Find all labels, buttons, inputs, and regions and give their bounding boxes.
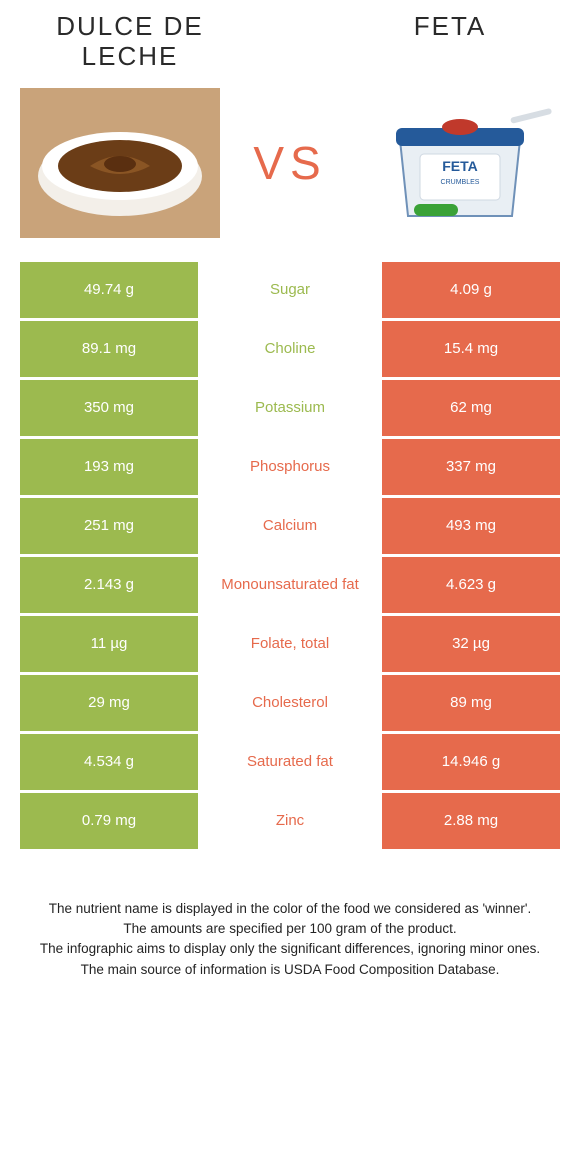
left-value-cell: 193 mg [20,439,198,495]
left-value-cell: 251 mg [20,498,198,554]
header-row: Dulce de Leche Feta [0,0,580,72]
footer-notes: The nutrient name is displayed in the co… [0,869,580,1020]
right-value-cell: 4.09 g [382,262,560,318]
footer-line-4: The main source of information is USDA F… [34,960,546,980]
nutrient-name-cell: Calcium [198,498,382,554]
table-row: 4.534 gSaturated fat14.946 g [20,734,560,790]
nutrient-name-cell: Potassium [198,380,382,436]
table-row: 350 mgPotassium62 mg [20,380,560,436]
table-row: 0.79 mgZinc2.88 mg [20,793,560,849]
left-value-cell: 350 mg [20,380,198,436]
comparison-table: 49.74 gSugar4.09 g89.1 mgCholine15.4 mg3… [20,262,560,849]
table-row: 49.74 gSugar4.09 g [20,262,560,318]
table-row: 89.1 mgCholine15.4 mg [20,321,560,377]
table-row: 11 µgFolate, total32 µg [20,616,560,672]
nutrient-name-cell: Monounsaturated fat [198,557,382,613]
nutrient-name-cell: Choline [198,321,382,377]
svg-text:CRUMBLES: CRUMBLES [441,179,480,186]
right-value-cell: 15.4 mg [382,321,560,377]
right-value-cell: 493 mg [382,498,560,554]
right-value-cell: 32 µg [382,616,560,672]
nutrient-name-cell: Folate, total [198,616,382,672]
left-value-cell: 0.79 mg [20,793,198,849]
left-value-cell: 89.1 mg [20,321,198,377]
nutrient-name-cell: Sugar [198,262,382,318]
footer-line-3: The infographic aims to display only the… [34,939,546,959]
footer-line-1: The nutrient name is displayed in the co… [34,899,546,919]
left-value-cell: 29 mg [20,675,198,731]
feta-container-icon: FETA CRUMBLES [360,88,560,238]
nutrient-name-cell: Saturated fat [198,734,382,790]
nutrient-name-cell: Cholesterol [198,675,382,731]
table-row: 193 mgPhosphorus337 mg [20,439,560,495]
left-value-cell: 2.143 g [20,557,198,613]
footer-line-2: The amounts are specified per 100 gram o… [34,919,546,939]
right-value-cell: 4.623 g [382,557,560,613]
vs-label: VS [253,136,326,190]
svg-text:FETA: FETA [442,158,478,174]
left-value-cell: 4.534 g [20,734,198,790]
left-food-image [20,88,220,238]
right-food-image: FETA CRUMBLES [360,88,560,238]
left-food-name: Dulce de Leche [20,12,240,72]
nutrient-name-cell: Zinc [198,793,382,849]
nutrient-name-cell: Phosphorus [198,439,382,495]
table-row: 2.143 gMonounsaturated fat4.623 g [20,557,560,613]
right-value-cell: 14.946 g [382,734,560,790]
right-value-cell: 62 mg [382,380,560,436]
dulce-de-leche-icon [20,88,220,238]
table-row: 29 mgCholesterol89 mg [20,675,560,731]
right-value-cell: 89 mg [382,675,560,731]
left-value-cell: 49.74 g [20,262,198,318]
table-row: 251 mgCalcium493 mg [20,498,560,554]
right-value-cell: 337 mg [382,439,560,495]
right-value-cell: 2.88 mg [382,793,560,849]
left-value-cell: 11 µg [20,616,198,672]
right-food-name: Feta [340,12,560,42]
images-row: VS FETA CRUMBLES [0,72,580,262]
